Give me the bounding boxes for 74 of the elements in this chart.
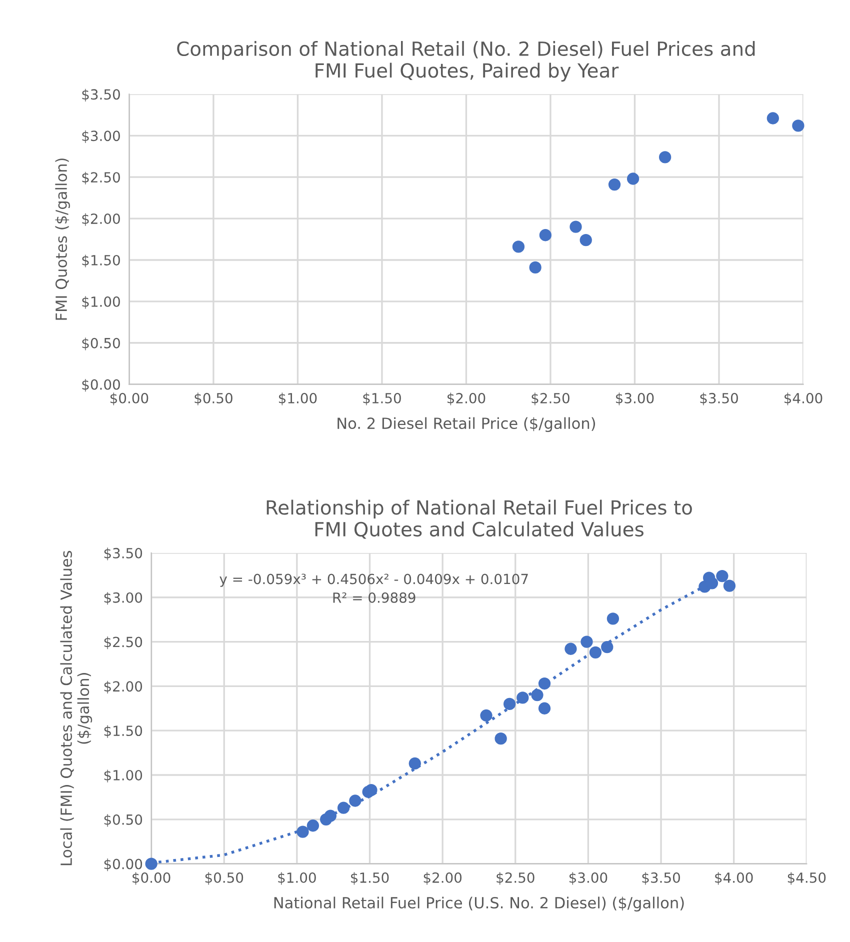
point	[626, 172, 640, 185]
y-tick-label: $3.00	[82, 130, 120, 143]
y-tick-label: $0.00	[82, 379, 120, 392]
annotation: y = -0.059x³ + 0.4506x² - 0.0409x + 0.0107	[220, 574, 528, 587]
x-tick-label: $4.00	[784, 392, 822, 406]
point	[296, 826, 309, 838]
y-tick-label: $3.50	[104, 548, 142, 560]
point	[589, 646, 602, 659]
y-tick-label: $2.50	[82, 172, 120, 184]
x-tick-label: $3.50	[642, 872, 680, 885]
x-tick-label: $1.50	[351, 872, 389, 885]
x-tick-label: $4.50	[788, 872, 826, 885]
x-tick-label: $0.00	[132, 872, 170, 885]
x-tick-label: $2.00	[447, 392, 486, 406]
point	[601, 641, 614, 654]
point	[580, 636, 593, 648]
y-tick-label: $0.50	[82, 338, 120, 350]
x-tick-label: $1.00	[278, 872, 316, 885]
y-tick-label: $1.50	[104, 725, 142, 738]
point	[408, 757, 421, 770]
x-tick-label: $3.00	[616, 392, 654, 406]
x-tick-label: $4.00	[715, 872, 753, 885]
x-axis-title: National Retail Fuel Price (U.S. No. 2 Diesel) ($/gallon)	[274, 896, 684, 912]
point	[337, 802, 350, 814]
x-tick-label: $1.00	[278, 392, 317, 406]
point	[529, 261, 542, 274]
x-tick-label: $3.50	[700, 392, 738, 406]
point	[570, 220, 582, 233]
point	[503, 698, 516, 710]
point	[512, 240, 525, 253]
y-tick-label: $3.50	[82, 88, 120, 102]
point	[580, 234, 592, 246]
y-tick-label: $2.50	[104, 636, 142, 650]
point	[365, 784, 378, 796]
y-tick-label: $2.00	[82, 213, 120, 226]
y-tick-label: $2.00	[104, 680, 142, 694]
point	[145, 858, 158, 870]
point	[494, 732, 507, 745]
point	[516, 692, 529, 704]
chart-title: Relationship of National Retail Fuel Prices to FMI Quotes and Calculated Values	[266, 500, 692, 539]
point	[723, 580, 736, 592]
point	[716, 570, 728, 582]
x-axis-title: No. 2 Diesel Retail Price ($/gallon)	[338, 417, 596, 432]
point	[349, 794, 362, 807]
point	[539, 229, 552, 242]
point	[606, 612, 620, 625]
x-tick-label: $3.00	[569, 872, 608, 885]
y-tick-label: $1.50	[82, 254, 120, 268]
x-tick-label: $1.50	[363, 392, 401, 406]
point	[792, 120, 804, 132]
y-axis-title: FMI Quotes ($/gallon)	[55, 158, 70, 320]
y-tick-label: $1.00	[104, 770, 142, 782]
point	[766, 112, 779, 124]
y-tick-label: $0.50	[104, 814, 142, 827]
point	[306, 820, 320, 832]
point	[608, 178, 621, 191]
y-tick-label: $3.00	[104, 592, 142, 605]
y-tick-label: $1.00	[82, 296, 120, 309]
y-axis-title: Local (FMI) Quotes and Calculated Values ($/gallon)	[60, 550, 92, 866]
annotation: R² = 0.9889	[333, 592, 416, 603]
point	[324, 810, 337, 822]
point	[480, 709, 492, 722]
point	[538, 702, 551, 714]
point	[531, 688, 544, 702]
chart-title: Comparison of National Retail (No. 2 Diesel) Fuel Prices and FMI Fuel Quotes, Paired by Year	[177, 40, 755, 82]
y-tick-label: $0.00	[104, 858, 142, 872]
x-tick-label: $0.50	[194, 392, 232, 406]
point	[564, 642, 577, 655]
x-tick-label: $2.50	[496, 872, 534, 885]
x-tick-label: $2.00	[424, 872, 462, 885]
point	[538, 677, 551, 690]
x-tick-label: $2.50	[532, 392, 570, 406]
x-tick-label: $0.50	[205, 872, 244, 885]
point	[658, 151, 672, 164]
